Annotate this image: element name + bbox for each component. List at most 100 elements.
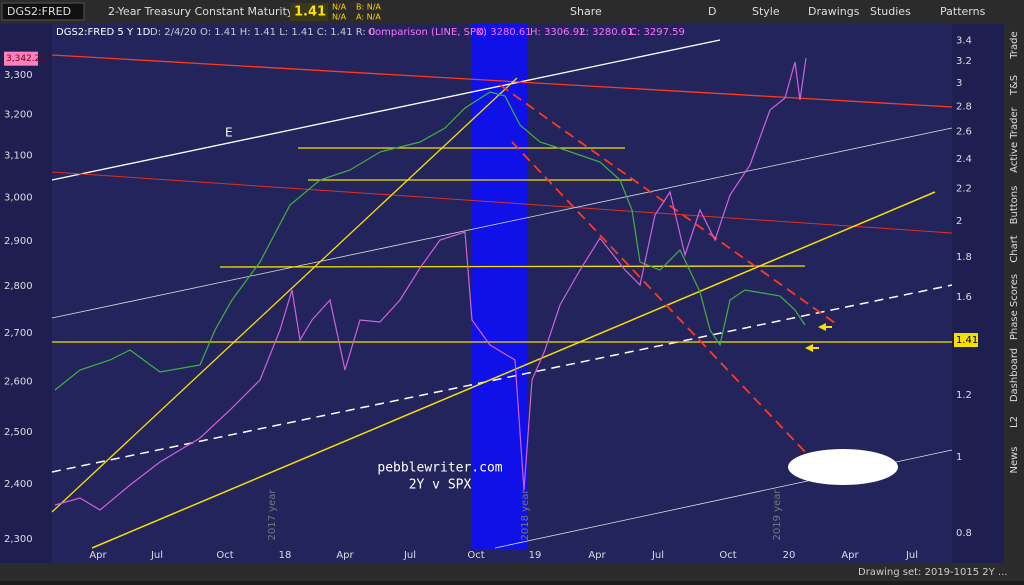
wave-label: E: [225, 126, 233, 140]
sidebar: [1004, 24, 1024, 563]
year-label: 2019 year: [772, 489, 783, 541]
year-label: 2018 year: [520, 489, 531, 541]
toolbar-button[interactable]: Studies: [870, 5, 911, 18]
left-tick-label: 2,300: [4, 534, 33, 545]
toolbar-button[interactable]: Drawings: [808, 5, 860, 18]
right-tick-label: 1: [956, 452, 962, 463]
left-tick-label: 2,400: [4, 479, 33, 490]
left-tick-label: 2,900: [4, 236, 33, 247]
yield-marker: [954, 333, 978, 348]
x-tick-label: Oct: [216, 550, 233, 561]
x-tick-label: 18: [279, 550, 292, 561]
sidebar-tab[interactable]: Chart: [1009, 235, 1020, 263]
site: pebblewriter.com: [377, 461, 502, 476]
yield-line: [54, 57, 807, 511]
toolbar-button[interactable]: Share: [570, 5, 602, 18]
comparison: Comparison (LINE, SPX): [368, 27, 487, 38]
caption: 2Y v SPX: [409, 478, 472, 493]
right-tick-label: 3.4: [956, 35, 972, 46]
description: 2-Year Treasury Constant Maturity Rate: [108, 5, 322, 18]
price-marker: [4, 51, 38, 66]
na: N/A: [332, 3, 347, 12]
right-tick-label: 2.6: [956, 127, 972, 138]
x-tick-label: Oct: [467, 550, 484, 561]
x-tick-label: 19: [529, 550, 542, 561]
trendline: [51, 284, 953, 473]
left-tick-label: 2,700: [4, 328, 33, 339]
trendline: [511, 141, 809, 456]
right-tick-label: 2: [956, 216, 962, 227]
left-tick-label: 3,000: [4, 192, 33, 203]
yield-marker-label: 1.41: [956, 335, 978, 346]
comparison-ohlc: C: 3297.59: [630, 27, 685, 38]
x-tick-label: Apr: [588, 550, 606, 561]
symbol-input[interactable]: [1, 2, 85, 21]
sidebar-tab[interactable]: L2: [1009, 416, 1020, 428]
ellipse: [788, 449, 898, 485]
trendline: [51, 127, 953, 319]
bid: B: N/A: [356, 3, 381, 12]
trendline: [51, 77, 518, 513]
right-axis: [952, 24, 1004, 563]
right-tick-label: 2.2: [956, 184, 972, 195]
trendline: [51, 39, 721, 181]
drawings: [51, 39, 953, 549]
right-tick-label: 1.6: [956, 292, 972, 303]
price-marker-label: 3,342.21: [6, 54, 46, 64]
sidebar-tab[interactable]: Buttons: [1009, 186, 1020, 225]
sidebar-tab[interactable]: T&S: [1009, 75, 1020, 96]
x-tick-label: Apr: [841, 550, 859, 561]
comparison-ohlc: O: 3280.61: [476, 27, 532, 38]
ask: A: N/A: [356, 13, 381, 22]
sidebar-tab[interactable]: News: [1009, 446, 1020, 473]
trendline: [499, 84, 836, 324]
comparison-ohlc: L: 3280.61: [580, 27, 633, 38]
x-tick-label: Oct: [719, 550, 736, 561]
toolbar: [0, 0, 1024, 24]
sidebar-tab[interactable]: Active Trader: [1009, 106, 1020, 172]
arrow: [805, 344, 819, 352]
toolbar-button[interactable]: D: [708, 5, 716, 18]
year-label: 2017 year: [267, 489, 278, 541]
x-tick-label: Apr: [336, 550, 354, 561]
x-tick-label: Jul: [651, 550, 664, 561]
right-tick-label: 2.4: [956, 154, 972, 165]
na: N/A: [332, 13, 347, 22]
last-price: 1.41: [294, 5, 326, 20]
status-bar: [0, 563, 1024, 581]
x-tick-label: 20: [783, 550, 796, 561]
arrow: [818, 323, 832, 331]
sidebar-tab[interactable]: Trade: [1009, 31, 1020, 59]
sidebar-tab[interactable]: Dashboard: [1009, 348, 1020, 402]
header-symbol: DGS2:FRED 5 Y 1D: [56, 27, 151, 38]
last-box: [290, 3, 328, 21]
header-date: D: 2/4/20: [150, 27, 196, 38]
symbol: DGS2:FRED: [7, 5, 71, 18]
x-tick-label: Jul: [150, 550, 163, 561]
sidebar-tab[interactable]: Phase Scores: [1009, 274, 1020, 340]
comparison-ohlc: H: 3306.92: [530, 27, 585, 38]
spx-line: [54, 91, 806, 391]
trendline: [91, 191, 936, 549]
right-tick-label: 3: [956, 78, 962, 89]
left-tick-label: 3,100: [4, 150, 33, 161]
x-tick-label: Jul: [403, 550, 416, 561]
right-tick-label: 3.2: [956, 56, 972, 67]
right-tick-label: 1.8: [956, 252, 972, 263]
left-tick-label: 3,300: [4, 70, 33, 81]
header-ohlc: O: 1.41 H: 1.41 L: 1.41 C: 1.41 R: 0: [200, 27, 375, 38]
right-tick-label: 2.8: [956, 102, 972, 113]
left-tick-label: 2,500: [4, 427, 33, 438]
right-tick-label: 1.2: [956, 390, 972, 401]
left-tick-label: 3,200: [4, 110, 33, 121]
toolbar-button[interactable]: Patterns: [940, 5, 986, 18]
toolbar-button[interactable]: Style: [752, 5, 780, 18]
left-tick-label: 2,800: [4, 281, 33, 292]
x-tick-label: Jul: [905, 550, 918, 561]
status: Drawing set: 2019-1015 2Y ...: [858, 567, 1007, 578]
trendline: [51, 54, 953, 108]
left-axis: [0, 24, 52, 563]
left-tick-label: 2,600: [4, 376, 33, 387]
hline: [219, 265, 806, 268]
